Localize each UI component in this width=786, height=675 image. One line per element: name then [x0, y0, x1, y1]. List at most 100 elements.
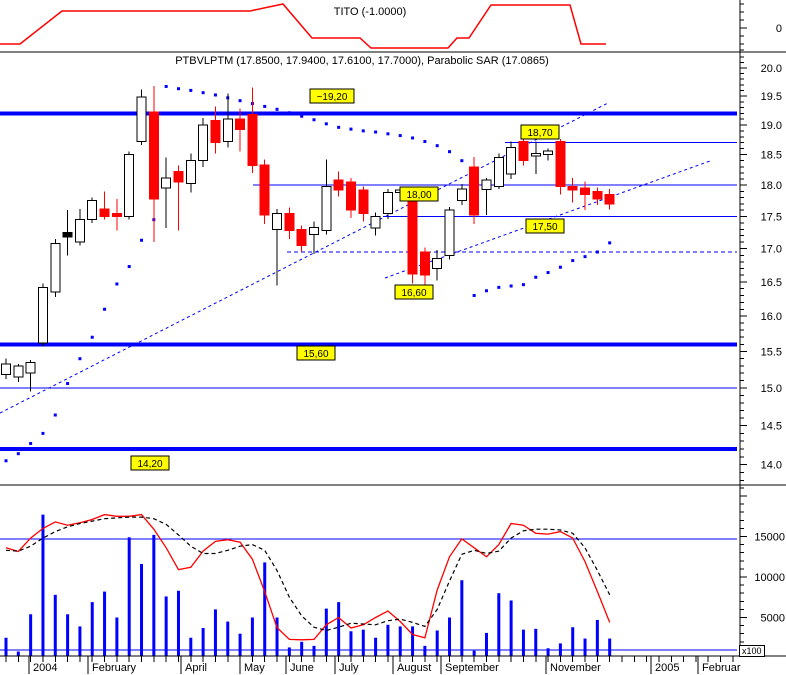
volume-bar	[29, 614, 33, 656]
level-label: ~19,20	[309, 88, 355, 104]
volume-bar	[534, 628, 538, 656]
volume-bar	[558, 643, 562, 656]
sar-dot	[583, 255, 587, 259]
sar-dot	[448, 150, 452, 154]
candle-body	[555, 141, 566, 187]
level-label-box	[130, 455, 170, 471]
price-tick-label: 18.0	[761, 180, 782, 192]
candle-body	[309, 226, 319, 235]
price-tick-label: 17.5	[761, 211, 782, 223]
x-axis: 2004 February April May June July August Septem…	[5, 656, 741, 674]
candle-body	[124, 154, 135, 217]
sar-dot	[608, 241, 612, 245]
price-tick-label: 15.0	[761, 383, 782, 395]
volume-tick-label: 5000	[761, 613, 785, 625]
price-axis: 14.0 14.5 15.0 15.5 16.0 16.5 17.0 17.5 18.0 18.5…	[740, 56, 782, 482]
sar-dot	[423, 140, 427, 144]
candle-body	[235, 118, 246, 131]
volume-bar	[41, 514, 45, 656]
price-tick-label: 14.0	[761, 460, 782, 472]
candle-body	[50, 243, 61, 293]
volume-bar	[189, 637, 193, 656]
volume-panel	[0, 538, 737, 651]
candle-body	[222, 118, 233, 143]
candle-body	[296, 228, 307, 246]
volume-bar	[361, 629, 365, 656]
level-label-text: 17,50	[532, 222, 557, 233]
level-label-text: 18,70	[527, 128, 552, 139]
candle-body	[333, 179, 344, 191]
sar-dot	[349, 127, 353, 131]
sar-dot	[374, 130, 378, 134]
candle-body	[99, 208, 110, 217]
candle-body	[259, 164, 270, 216]
volume-bar	[521, 629, 525, 656]
candle-body	[25, 361, 36, 374]
level-label-text: 14,20	[137, 459, 162, 470]
candle-body	[198, 124, 209, 162]
sar-dot	[337, 125, 341, 129]
volume-bar	[509, 600, 513, 656]
sar-dot	[4, 459, 8, 463]
volume-bar	[226, 621, 230, 656]
sar-dot	[435, 144, 439, 148]
sar-dot	[53, 413, 57, 417]
candle-body	[62, 231, 73, 238]
sar-dot	[386, 132, 390, 136]
volume-bar	[349, 631, 353, 656]
volume-bar	[435, 630, 439, 656]
sar-dot	[484, 289, 488, 293]
price-tick-label: 16.0	[761, 311, 782, 323]
volume-bar	[398, 626, 402, 656]
volume-bars	[4, 514, 612, 656]
candle-body	[13, 365, 24, 378]
price-tick-label: 15.5	[761, 347, 782, 359]
candle-body	[382, 192, 393, 214]
volume-scale-badge: x100	[739, 645, 765, 657]
volume-tick-label: 10000	[754, 572, 785, 584]
price-tick-label: 19.0	[761, 120, 782, 132]
volume-bar	[115, 617, 119, 656]
sar-dot	[411, 136, 415, 140]
volume-bar	[127, 537, 131, 656]
level-label-box	[296, 345, 336, 361]
volume-bar	[595, 619, 599, 656]
level-label-text: ~19,20	[317, 92, 348, 103]
volume-axis: 5000 10000 15000	[740, 487, 785, 651]
candle-body	[493, 157, 504, 187]
price-tick-label: 17.0	[761, 244, 782, 256]
candle-body	[580, 187, 591, 195]
volume-bar	[448, 617, 452, 656]
candle-body	[210, 119, 221, 144]
tito-indicator-line	[0, 3, 606, 49]
candle-body	[604, 193, 615, 205]
candle-body	[456, 188, 467, 202]
volume-bar	[53, 594, 57, 656]
volume-bar	[103, 591, 107, 656]
sar-dot	[460, 159, 464, 163]
sar-dot	[558, 265, 562, 269]
level-label-text: 18,00	[406, 190, 431, 201]
volume-bar	[497, 593, 501, 656]
candle-body	[37, 286, 48, 344]
price-annotations: ~19,20 18,70 18,00 17,50 16,60 15,60 14,20	[130, 88, 565, 471]
month-label: July	[339, 662, 359, 674]
volume-bar	[423, 645, 427, 656]
volume-bar	[152, 534, 156, 656]
candle-body	[518, 141, 529, 162]
level-label-box	[399, 186, 439, 202]
support-resistance-lines	[0, 111, 737, 451]
month-label: August	[397, 662, 431, 674]
level-label: 18,70	[520, 124, 560, 140]
level-label-box	[309, 88, 355, 104]
volume-bar	[4, 637, 8, 656]
price-tick-label: 20.0	[761, 63, 782, 75]
month-label: 2005	[655, 662, 679, 674]
volume-bar	[300, 641, 304, 656]
volume-bar	[213, 609, 217, 656]
volume-bar	[484, 632, 488, 656]
level-label: 15,60	[296, 345, 336, 361]
candle-body	[567, 185, 578, 191]
candle-body	[432, 258, 443, 270]
sar-dot	[238, 99, 242, 103]
